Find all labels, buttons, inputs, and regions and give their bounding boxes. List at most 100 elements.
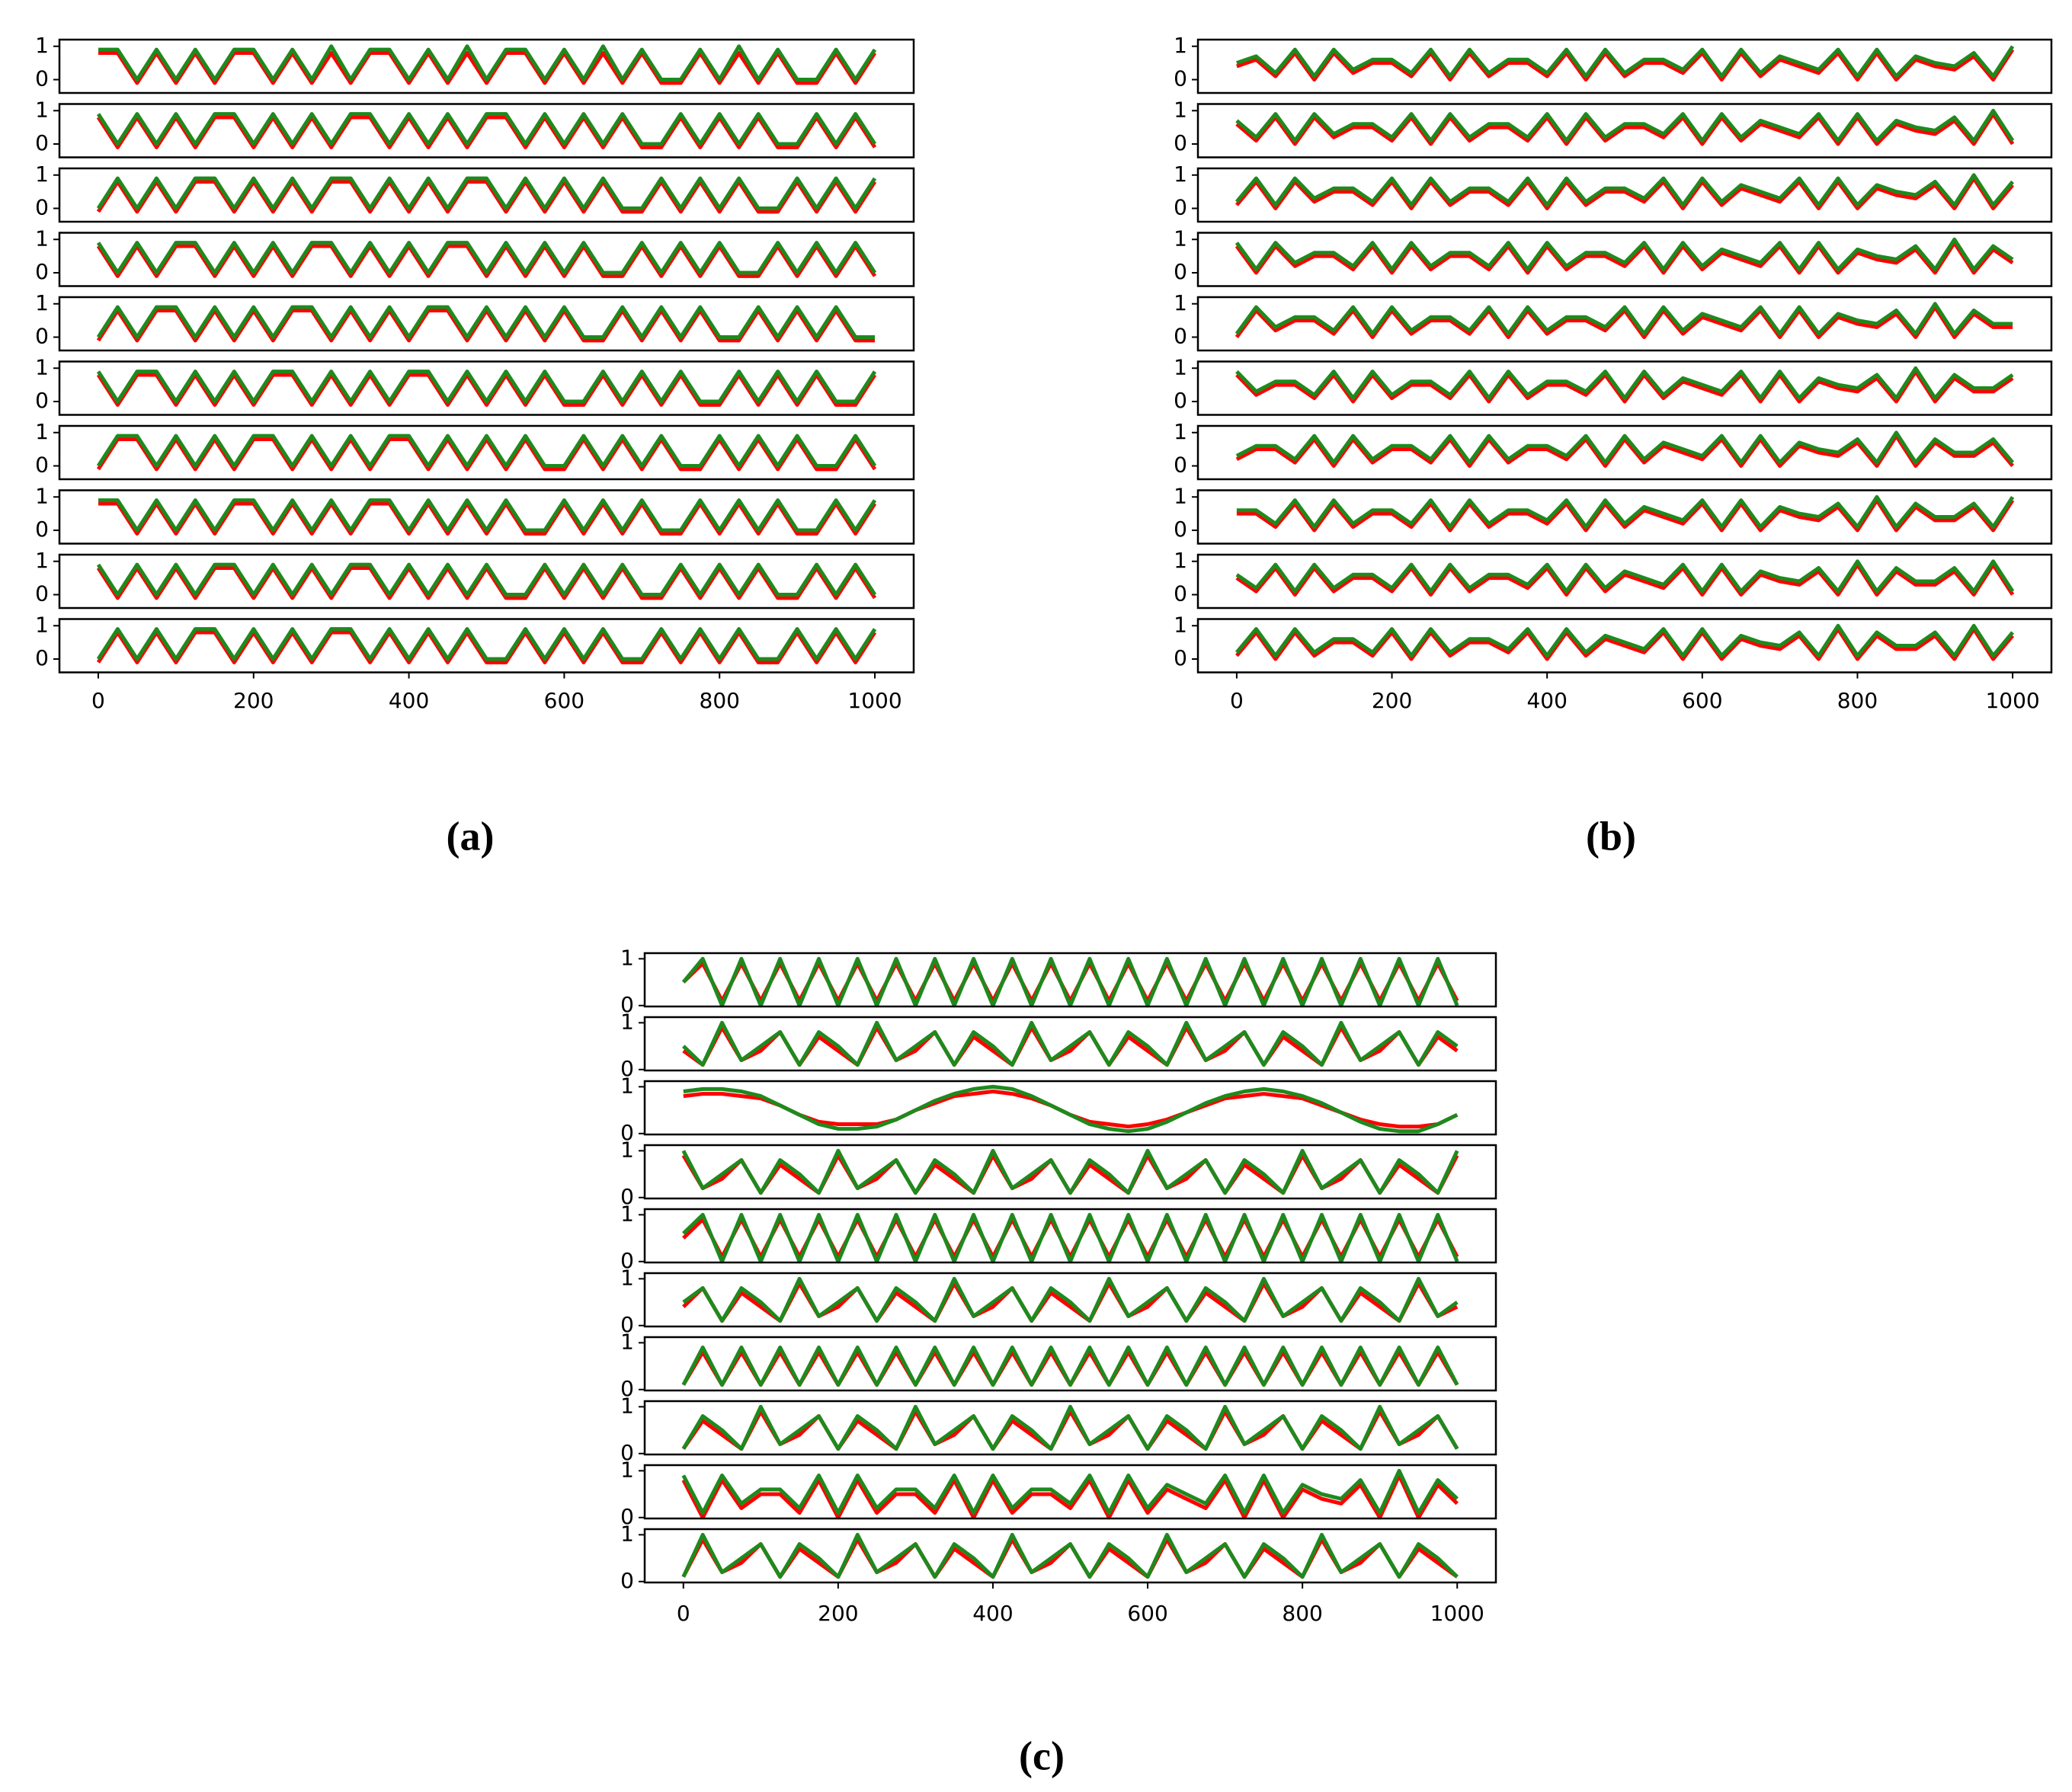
subplot: 01 [1174, 162, 2053, 223]
x-tick-label: 0 [1230, 688, 1244, 713]
series-line [96, 309, 875, 343]
axes-frame [58, 489, 915, 545]
x-tick-label: 1000 [847, 688, 901, 713]
y-tick-label: 1 [1174, 612, 1187, 637]
series-line [1235, 627, 2015, 661]
y-tick-label: 1 [1174, 226, 1187, 251]
y-tick-label: 0 [1174, 66, 1187, 91]
y-tick-label: 0 [620, 1568, 634, 1593]
subplot: 01 [35, 483, 915, 545]
series-line [96, 305, 875, 339]
x-tick-label: 800 [1837, 688, 1878, 713]
series-line [683, 1090, 1459, 1129]
y-tick-label: 0 [1174, 517, 1187, 542]
series-line [1236, 45, 2015, 78]
y-tick-label: 1 [35, 97, 49, 122]
y-tick-label: 0 [1174, 130, 1187, 155]
subplot: 01 [35, 419, 915, 481]
axes-frame [58, 296, 915, 352]
y-tick-label: 0 [620, 1504, 634, 1529]
series-line [681, 1346, 1459, 1387]
subplot: 01 [620, 1329, 1497, 1401]
y-tick-label: 1 [620, 1137, 634, 1162]
y-tick-label: 0 [620, 1312, 634, 1337]
series-line [96, 370, 877, 404]
series-line [1235, 176, 2015, 210]
y-tick-label: 0 [1174, 259, 1187, 284]
series-line [96, 112, 877, 146]
y-tick-label: 0 [620, 1248, 634, 1273]
axes-frame [1196, 103, 2053, 158]
panel-label: (b) [1586, 813, 1636, 859]
subplot: 01 [35, 548, 915, 610]
y-tick-label: 0 [1174, 453, 1187, 478]
y-tick-label: 1 [35, 612, 49, 637]
y-tick-label: 1 [1174, 483, 1187, 508]
subplot: 01 [620, 1073, 1497, 1145]
panel-label: (c) [1019, 1733, 1065, 1778]
y-tick-label: 0 [35, 324, 49, 349]
axes-frame [58, 232, 915, 287]
y-tick-label: 1 [1174, 419, 1187, 444]
series-line [681, 1404, 1459, 1451]
series-line [1235, 430, 2015, 465]
axes-frame [643, 1080, 1497, 1136]
subplot: 01 [35, 354, 915, 416]
axes-frame [1196, 232, 2053, 287]
y-tick-label: 1 [35, 354, 49, 379]
axes-frame [643, 1144, 1497, 1200]
axes-frame [58, 553, 915, 610]
y-tick-label: 0 [620, 992, 634, 1017]
subplot: 01 [35, 162, 915, 223]
series-line [1235, 173, 2015, 207]
series-line [96, 437, 877, 472]
subplot: 0 1 0 200 400 600 800 1000 [1174, 612, 2053, 713]
axes-frame [643, 1208, 1497, 1264]
series-line [1235, 434, 2015, 468]
x-tick-label: 1000 [1985, 688, 2039, 713]
x-tick-label: 600 [544, 688, 584, 713]
axes-frame [1196, 360, 2053, 416]
series-line [98, 44, 877, 82]
subplot: 01 [35, 290, 915, 352]
subplot: 01 [620, 1137, 1497, 1209]
series-line [681, 1474, 1459, 1520]
subplot: 01 [620, 945, 1497, 1017]
y-tick-label: 1 [1174, 97, 1187, 122]
axes-frame [1196, 296, 2053, 352]
y-tick-label: 1 [35, 226, 49, 251]
series-line [1235, 623, 2015, 658]
y-tick-label: 0 [1174, 581, 1187, 606]
x-tick-label: 0 [677, 1601, 690, 1626]
x-tick-label: 200 [818, 1601, 858, 1626]
y-tick-label: 0 [35, 581, 49, 606]
y-tick-label: 0 [35, 130, 49, 155]
x-tick-label: 600 [1682, 688, 1722, 713]
x-tick-label: 600 [1127, 1601, 1167, 1626]
subplot: 01 [1174, 354, 2053, 416]
x-tick-label: 200 [233, 688, 274, 713]
y-tick-label: 0 [620, 1184, 634, 1209]
axes-frame [58, 424, 915, 481]
subplot: 01 [1174, 483, 2053, 545]
axes-frame [643, 1528, 1497, 1584]
y-tick-label: 1 [1174, 548, 1187, 573]
y-tick-label: 1 [1174, 290, 1187, 315]
axes-frame [1196, 167, 2053, 223]
y-tick-label: 0 [35, 66, 49, 91]
subplot: 01 [620, 1009, 1497, 1081]
y-tick-label: 1 [35, 290, 49, 315]
series-line [1235, 305, 2013, 339]
series-line [1235, 302, 2013, 336]
series-line [1235, 559, 2015, 594]
y-tick-label: 1 [35, 162, 49, 187]
y-tick-label: 1 [35, 483, 49, 508]
subplot: 0 1 0 200 400 600 800 1000 [620, 1521, 1497, 1626]
axes-frame [643, 1336, 1497, 1392]
y-tick-label: 0 [35, 517, 49, 542]
y-tick-label: 1 [1174, 33, 1187, 58]
series-line [96, 176, 877, 210]
